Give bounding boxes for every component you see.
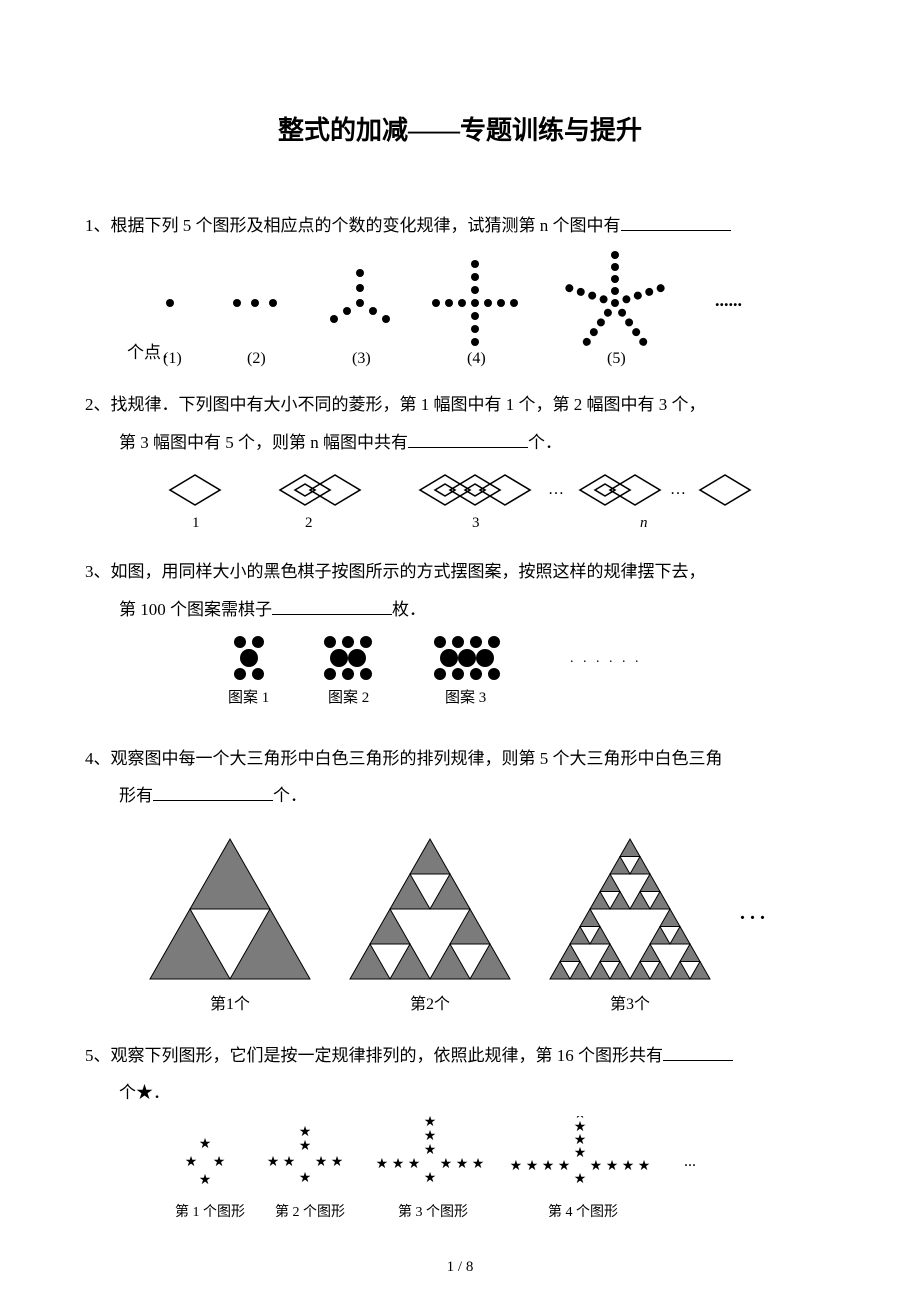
p5-figure: ★ ★★ ★ ★ ★ ★ ★★ ★ ★ ★★★ ★ ★ ★★ ★ ★ <box>85 1116 835 1226</box>
svg-text:★: ★ <box>299 1125 312 1140</box>
p4-text-line2a: 形有 <box>119 786 153 805</box>
p1-label-4: (4) <box>467 350 486 367</box>
p3-blank <box>272 597 392 615</box>
p1-figure: ...... (1) (2) (3) (4) (5) 个点． <box>85 248 835 368</box>
p5-label-1: 第 1 个图形 <box>175 1203 245 1220</box>
p5-label-4: 第 4 个图形 <box>548 1203 618 1220</box>
p3-ellipsis: . . . . . . <box>570 651 642 666</box>
p4-label-1: 第1个 <box>210 995 250 1013</box>
p3-label-3: 图案 3 <box>445 688 486 706</box>
p5-blank <box>663 1043 733 1061</box>
svg-text:★: ★ <box>574 1146 587 1161</box>
p2-label-1: 1 <box>192 515 200 531</box>
p2-ellipsis-2: … <box>670 481 686 498</box>
p2-text-line2b: 个． <box>528 433 562 452</box>
problem-4: 4、观察图中每一个大三角形中白色三角形的排列规律，则第 5 个大三角形中白色三角… <box>85 740 835 1019</box>
svg-text:★ ★ ★ ★: ★ ★ ★ ★ <box>510 1159 571 1174</box>
svg-text:★: ★ <box>424 1116 437 1130</box>
p5-text-line1: 5、观察下列图形，它们是按一定规律排列的，依照此规律，第 16 个图形共有 <box>85 1046 663 1065</box>
p5-ellipsis: ... <box>684 1153 696 1170</box>
p2-label-n: n <box>640 515 648 531</box>
p1-label-5: (5) <box>607 350 626 367</box>
p5-label-3: 第 3 个图形 <box>398 1203 468 1220</box>
p2-blank <box>408 430 528 448</box>
svg-text:★ ★: ★ ★ <box>315 1155 344 1170</box>
p5-label-2: 第 2 个图形 <box>275 1203 345 1220</box>
p3-text-line1: 3、如图，用同样大小的黑色棋子按图所示的方式摆图案，按照这样的规律摆下去， <box>85 553 835 590</box>
svg-text:★: ★ <box>199 1137 212 1152</box>
p4-label-3: 第3个 <box>610 995 650 1013</box>
p1-text-line1: 1、根据下列 5 个图形及相应点的个数的变化规律，试猜测第 n 个图中有 <box>85 216 621 235</box>
p2-label-3: 3 <box>472 515 480 531</box>
p2-figure: … … 1 2 3 n <box>85 465 835 535</box>
p1-line2-prefix: 个点． <box>127 334 178 371</box>
p3-text-line2b: 枚． <box>392 600 426 619</box>
svg-text:★ ★ ★ ★: ★ ★ ★ ★ <box>590 1159 651 1174</box>
p3-text-line2a: 第 100 个图案需棋子 <box>119 600 272 619</box>
p5-text-line2: 个★． <box>85 1074 835 1111</box>
svg-text:★: ★ <box>213 1155 226 1170</box>
p4-label-2: 第2个 <box>410 995 450 1013</box>
svg-text:★: ★ <box>424 1171 437 1186</box>
problem-1: 1、根据下列 5 个图形及相应点的个数的变化规律，试猜测第 n 个图中有 <box>85 207 835 368</box>
p2-ellipsis-1: … <box>548 481 564 498</box>
problem-2: 2、找规律．下列图中有大小不同的菱形，第 1 幅图中有 1 个，第 2 幅图中有… <box>85 386 835 535</box>
p2-label-2: 2 <box>305 515 313 531</box>
svg-text:★ ★: ★ ★ <box>267 1155 296 1170</box>
svg-text:★ ★ ★: ★ ★ ★ <box>440 1157 485 1172</box>
p2-text-line1: 2、找规律．下列图中有大小不同的菱形，第 1 幅图中有 1 个，第 2 幅图中有… <box>85 386 835 423</box>
p3-label-2: 图案 2 <box>328 688 369 706</box>
p2-text-line2a: 第 3 幅图中有 5 个，则第 n 幅图中共有 <box>119 433 408 452</box>
svg-text:★: ★ <box>424 1129 437 1144</box>
problem-3: 3、如图，用同样大小的黑色棋子按图所示的方式摆图案，按照这样的规律摆下去， 第 … <box>85 553 835 722</box>
p4-ellipsis: . . . <box>740 902 765 924</box>
p1-blank <box>621 213 731 231</box>
page-number: 1 / 8 <box>0 1259 920 1276</box>
p1-label-3: (3) <box>352 350 371 367</box>
problem-5: 5、观察下列图形，它们是按一定规律排列的，依照此规律，第 16 个图形共有 个★… <box>85 1037 835 1226</box>
p3-label-1: 图案 1 <box>228 688 269 706</box>
p4-text-line1: 4、观察图中每一个大三角形中白色三角形的排列规律，则第 5 个大三角形中白色三角 <box>85 740 835 777</box>
svg-text:★: ★ <box>185 1155 198 1170</box>
svg-text:★: ★ <box>299 1171 312 1186</box>
page-title: 整式的加减——专题训练与提升 <box>85 110 835 147</box>
p4-text-line2b: 个． <box>273 786 307 805</box>
svg-text:★: ★ <box>424 1143 437 1158</box>
p4-blank <box>153 783 273 801</box>
p3-figure: . . . . . . 图案 1 图案 2 图案 3 <box>85 632 835 722</box>
p4-figure: . . . 第1个 第2个 第3个 <box>85 819 835 1019</box>
p1-label-2: (2) <box>247 350 266 367</box>
p1-ellipsis: ...... <box>715 290 742 310</box>
svg-text:★ ★ ★: ★ ★ ★ <box>376 1157 421 1172</box>
svg-text:★: ★ <box>574 1172 587 1187</box>
svg-text:★: ★ <box>299 1139 312 1154</box>
svg-text:★: ★ <box>199 1173 212 1188</box>
